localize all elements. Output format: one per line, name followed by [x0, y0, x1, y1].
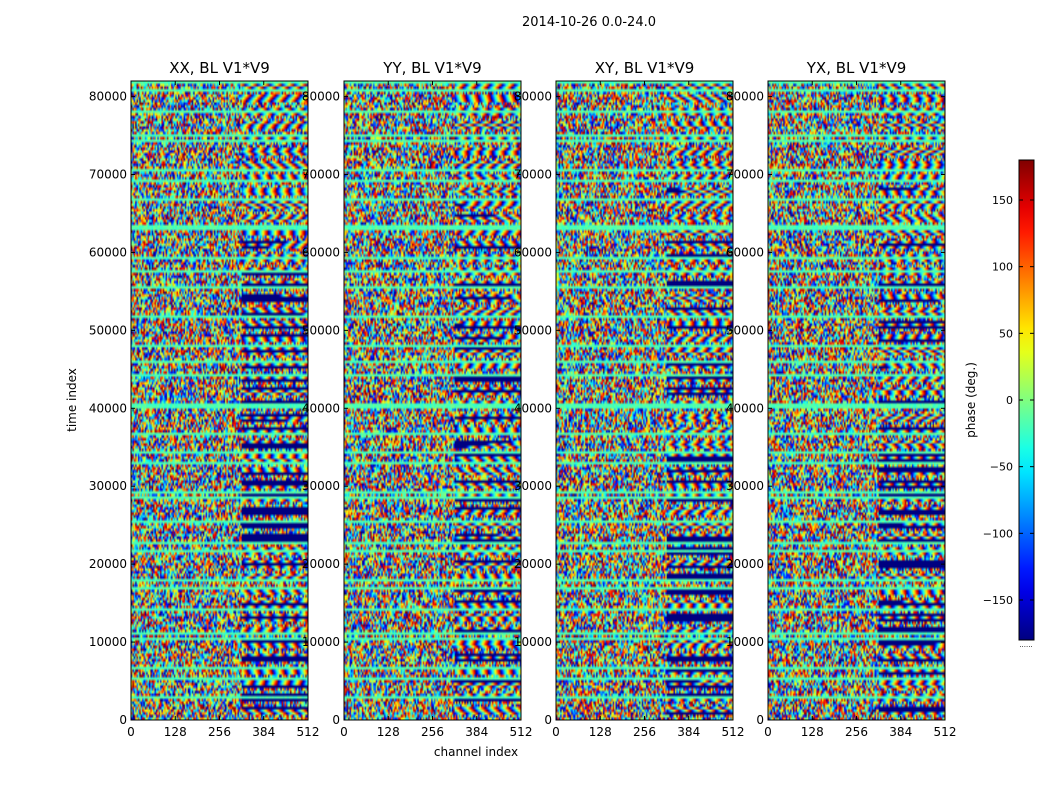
y-tick-label: 60000 [89, 245, 127, 259]
x-tick-label: 384 [677, 725, 700, 739]
colorbar-extra-label: ...... [1019, 641, 1032, 649]
y-tick-label: 80000 [302, 90, 340, 104]
y-tick-label: 0 [544, 713, 552, 727]
x-tick-label: 0 [127, 725, 135, 739]
x-tick-label: 512 [510, 725, 533, 739]
x-tick-label: 0 [340, 725, 348, 739]
panel-heatmap [556, 81, 733, 720]
y-tick-label: 0 [756, 713, 764, 727]
x-tick-label: 384 [252, 725, 275, 739]
panel-heatmap [768, 81, 945, 720]
x-tick-label: 384 [889, 725, 912, 739]
y-tick-label: 40000 [726, 401, 764, 415]
colorbar-tick-label: −100 [983, 527, 1013, 540]
colorbar-tick-label: 100 [992, 261, 1013, 274]
panel-title: XX, BL V1*V9 [169, 59, 270, 77]
y-tick-label: 50000 [302, 323, 340, 337]
y-tick-label: 50000 [726, 323, 764, 337]
colorbar-tick-label: 0 [1006, 394, 1013, 407]
y-tick-label: 40000 [302, 401, 340, 415]
panel-heatmap [131, 81, 308, 720]
x-tick-label: 256 [633, 725, 656, 739]
y-tick-label: 10000 [302, 635, 340, 649]
x-tick-label: 512 [722, 725, 745, 739]
y-tick-label: 20000 [726, 557, 764, 571]
y-tick-label: 20000 [89, 557, 127, 571]
y-tick-label: 80000 [514, 90, 552, 104]
y-tick-label: 60000 [726, 245, 764, 259]
y-tick-label: 70000 [514, 168, 552, 182]
x-tick-label: 0 [552, 725, 560, 739]
x-tick-label: 128 [589, 725, 612, 739]
y-tick-label: 50000 [89, 323, 127, 337]
y-tick-label: 0 [332, 713, 340, 727]
y-tick-label: 10000 [89, 635, 127, 649]
y-tick-label: 30000 [302, 479, 340, 493]
y-axis-label: time index [65, 368, 79, 432]
x-tick-label: 128 [801, 725, 824, 739]
x-tick-label: 256 [421, 725, 444, 739]
panel-2: YY, BL V1*V9 0 128 256 384 512 0 10000 20000 3000… [302, 59, 533, 739]
panels-group: XX, BL V1*V9 0 128 256 384 512 0 10000 20000 3000… [89, 59, 957, 739]
colorbar-tick-label: −150 [983, 594, 1013, 607]
panel-title: YY, BL V1*V9 [382, 59, 481, 77]
colorbar: 150 100 50 0 −50 −100 −150 [983, 159, 1035, 641]
x-tick-label: 0 [764, 725, 772, 739]
panel-heatmap [344, 81, 521, 720]
panel-3: XY, BL V1*V9 0 128 256 384 512 0 10000 20000 3000… [514, 59, 745, 739]
panel-title: YX, BL V1*V9 [806, 59, 907, 77]
y-tick-label: 10000 [514, 635, 552, 649]
y-tick-label: 60000 [514, 245, 552, 259]
y-tick-label: 30000 [726, 479, 764, 493]
y-tick-label: 80000 [89, 90, 127, 104]
panel-4: YX, BL V1*V9 0 128 256 384 512 0 10000 20000 3000… [726, 59, 957, 739]
x-tick-label: 128 [164, 725, 187, 739]
x-tick-label: 512 [297, 725, 320, 739]
colorbar-label: phase (deg.) [964, 362, 978, 438]
x-tick-label: 384 [465, 725, 488, 739]
y-tick-label: 30000 [514, 479, 552, 493]
y-tick-label: 70000 [89, 168, 127, 182]
panel-title: XY, BL V1*V9 [595, 59, 695, 77]
y-tick-label: 50000 [514, 323, 552, 337]
x-tick-label: 128 [377, 725, 400, 739]
colorbar-tick-label: 50 [999, 327, 1013, 340]
x-tick-label: 512 [934, 725, 957, 739]
y-tick-label: 70000 [302, 168, 340, 182]
y-tick-label: 80000 [726, 90, 764, 104]
y-tick-label: 10000 [726, 635, 764, 649]
y-tick-label: 30000 [89, 479, 127, 493]
y-tick-label: 40000 [89, 401, 127, 415]
colorbar-tick-label: −50 [990, 461, 1013, 474]
figure-suptitle: 2014-10-26 0.0-24.0 [522, 15, 656, 30]
colorbar-tick-label: 150 [992, 194, 1013, 207]
x-axis-label: channel index [434, 745, 518, 759]
y-tick-label: 20000 [514, 557, 552, 571]
x-tick-label: 256 [208, 725, 231, 739]
y-tick-label: 0 [119, 713, 127, 727]
y-tick-label: 70000 [726, 168, 764, 182]
panel-1: XX, BL V1*V9 0 128 256 384 512 0 10000 20000 3000… [89, 59, 320, 739]
y-tick-label: 20000 [302, 557, 340, 571]
x-tick-label: 256 [845, 725, 868, 739]
y-tick-label: 40000 [514, 401, 552, 415]
y-tick-label: 60000 [302, 245, 340, 259]
